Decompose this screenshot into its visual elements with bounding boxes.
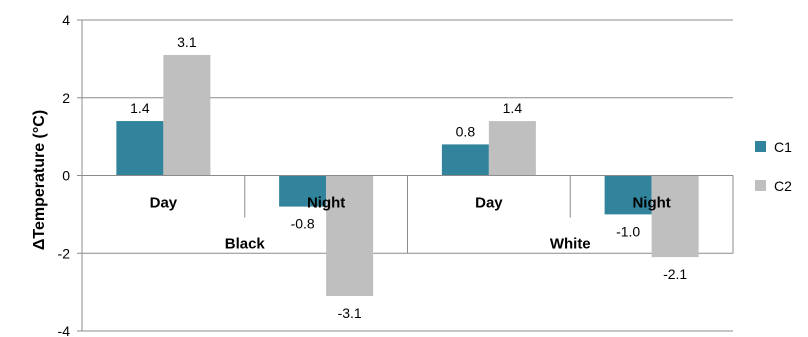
legend-label-c1: C1 <box>774 139 792 155</box>
legend-swatch-c1 <box>755 141 766 152</box>
data-label: 0.8 <box>456 123 476 139</box>
legend-swatch-c2 <box>755 180 766 191</box>
bar-c2 <box>488 121 536 176</box>
data-label: 1.4 <box>130 100 150 116</box>
y-tick-labels: 4 2 0 -2 -4 <box>58 12 71 337</box>
legend-label-c2: C2 <box>774 178 792 194</box>
axes <box>77 19 734 332</box>
y-axis-label: ΔTemperature (°C) <box>31 110 48 250</box>
category-label: Night <box>632 195 670 212</box>
y-tick-label: 4 <box>62 12 70 28</box>
category-label: Night <box>307 195 345 212</box>
category-label: Day <box>475 195 503 212</box>
data-label: 3.1 <box>177 34 197 50</box>
bars <box>116 54 699 297</box>
bar-c1 <box>441 144 489 176</box>
data-label: -3.1 <box>338 305 362 321</box>
data-label: -2.1 <box>663 266 687 282</box>
data-labels: 1.4 3.1 -0.8 -3.1 0.8 1.4 -1.0 -2.1 <box>130 34 687 321</box>
data-label: -0.8 <box>291 216 315 232</box>
data-label: 1.4 <box>503 100 523 116</box>
bar-c1 <box>604 175 652 215</box>
group-label: Black <box>225 236 266 253</box>
legend: C1 C2 <box>755 139 792 194</box>
category-labels: Day Night Day Night Black White <box>150 195 671 253</box>
y-tick-label: 2 <box>62 90 70 106</box>
y-tick-label: 0 <box>62 168 70 184</box>
bar-c2 <box>163 54 211 176</box>
bar-c2 <box>326 175 374 297</box>
bar-c1 <box>116 121 164 176</box>
group-label: White <box>550 236 591 253</box>
bar-c2 <box>651 175 699 258</box>
data-label: -1.0 <box>616 223 640 239</box>
category-label: Day <box>150 195 178 212</box>
y-tick-label: -4 <box>58 323 71 337</box>
y-tick-label: -2 <box>58 245 71 261</box>
bar-c1 <box>279 175 327 207</box>
